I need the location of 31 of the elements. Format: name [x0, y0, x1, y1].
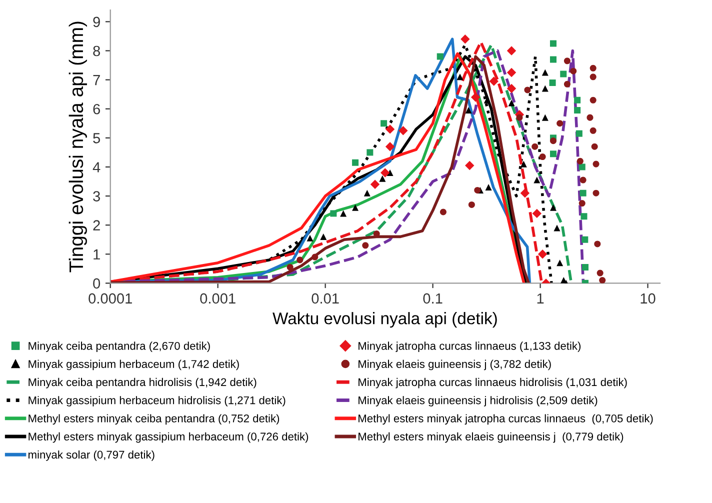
x-tick-label: 10: [640, 293, 656, 304]
legend-label: Minyak gassipium herbaceum hidrolisis (1,271 detik): [28, 396, 286, 406]
y-tick-label: 1: [94, 249, 100, 260]
legend-label: Minyak ceiba pentandra (2,670 detik): [28, 342, 210, 352]
legend-label: Minyak jatropha curcas linnaeus (1,133 detik): [358, 342, 581, 352]
legend-label: Minyak ceiba pentandra hidrolisis (1,942 detik): [28, 378, 256, 388]
legend-label: Methyl esters minyak jatropha curcas linnaeus (0,705 detik): [358, 414, 653, 425]
y-tick-label: 0: [93, 278, 100, 289]
legend-label: Methyl esters minyak elaeis guineensis j (0,779 detik): [358, 432, 624, 443]
y-axis-title: Tinggi evolusi nyala api (mm): [68, 22, 87, 272]
y-tick-label: 7: [93, 75, 100, 86]
y-tick-label: 4: [92, 162, 100, 172]
x-tick-label: 0.0001: [88, 293, 132, 304]
y-tick-label: 9: [93, 16, 100, 28]
x-axis-title: Waktu evolusi nyala api (detik): [272, 312, 497, 328]
y-tick-label: 6: [93, 104, 100, 114]
x-tick-label: 0.01: [312, 293, 339, 304]
legend-label: Methyl esters minyak gassipium herbaceum (0,726 detik): [28, 432, 308, 443]
legend-label: minyak solar (0,797 detik): [28, 450, 154, 461]
y-tick-label: 2: [93, 220, 100, 230]
legend-label: Minyak elaeis guineensis j (3,782 detik): [358, 360, 551, 370]
legend-label: Minyak gassipium herbaceum (1,742 detik): [28, 360, 239, 370]
x-tick-label: 0.001: [200, 293, 236, 304]
y-tick-label: 3: [93, 191, 100, 202]
legend-label: Minyak elaeis guineensis j hidrolisis (2,509 detik): [358, 396, 598, 406]
legend-label: Minyak jatropha curcas linnaeus hidrolisis (1,031 detik): [358, 378, 627, 388]
legend-label: Methyl esters minyak ceiba pentandra (0,752 detik): [28, 414, 280, 425]
x-tick-label: 1: [537, 293, 544, 304]
y-tick-label: 8: [93, 46, 100, 56]
y-tick-label: 5: [93, 133, 100, 144]
x-tick-label: 0.1: [423, 293, 442, 304]
